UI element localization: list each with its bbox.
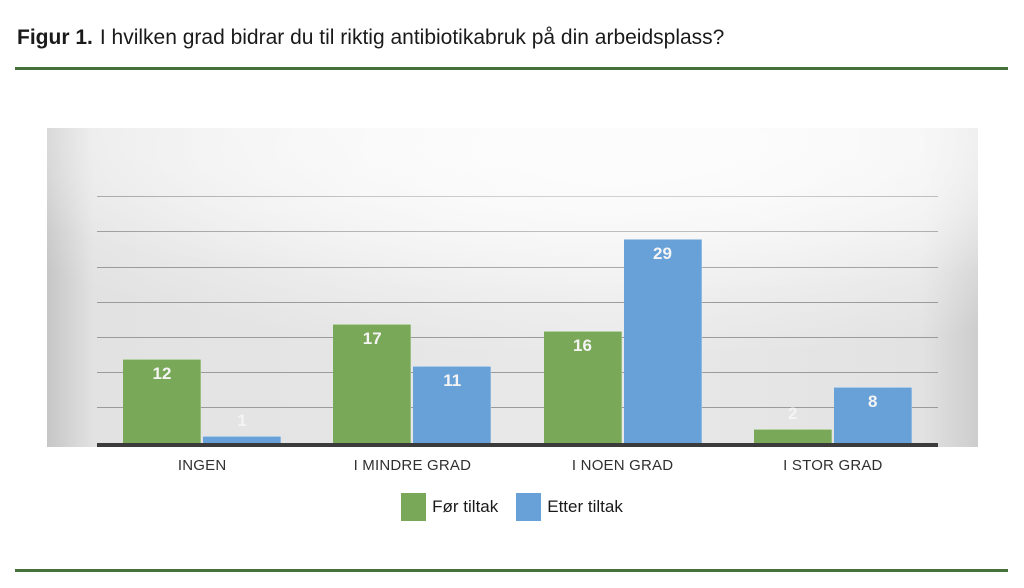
category-axis: INGEN I MINDRE GRAD I NOEN GRAD I STOR GRAD <box>97 457 938 474</box>
bar-value-f-r-tiltak-i-mindre-grad: 17 <box>362 328 382 348</box>
gridline-10 <box>97 371 938 373</box>
gridline-25 <box>97 266 938 268</box>
bar-value-etter-tiltak-i-noen-grad: 29 <box>653 244 672 264</box>
category-label-ingen: INGEN <box>177 457 227 474</box>
bar-value-etter-tiltak-i-stor-grad: 8 <box>868 391 878 411</box>
gridline-35 <box>97 196 938 198</box>
legend-swatch-f-r-tiltak <box>401 493 427 521</box>
gridline-15 <box>97 336 938 338</box>
plot-area: 12 1 17 11 16 29 2 8 <box>97 128 938 447</box>
gridline-20 <box>97 301 938 303</box>
bar-value-f-r-tiltak-ingen: 12 <box>152 363 172 383</box>
legend-item-etter-tiltak: Etter tiltak <box>516 493 623 521</box>
bar-value-f-r-tiltak-i-stor-grad: 2 <box>788 403 798 423</box>
bar-etter-tiltak-ingen <box>203 435 281 443</box>
figure-number: Figur 1. <box>17 26 93 49</box>
bar-f-r-tiltak-i-stor-grad <box>753 428 832 443</box>
category-label-i-stor-grad: I STOR GRAD <box>783 457 883 474</box>
category-label-i-mindre-grad: I MINDRE GRAD <box>353 457 472 474</box>
bar-value-etter-tiltak-ingen: 1 <box>237 410 247 430</box>
chart-area: 12 1 17 11 16 29 2 8 <box>47 128 978 447</box>
legend-swatch-etter-tiltak <box>516 493 542 521</box>
bottom-divider-rule <box>15 569 1008 572</box>
legend-label-f-r-tiltak: Før tiltak <box>432 497 499 516</box>
x-axis-line <box>97 443 938 447</box>
top-divider-rule <box>15 67 1008 70</box>
bar-value-f-r-tiltak-i-noen-grad: 16 <box>573 335 592 355</box>
legend-item-f-r-tiltak: Før tiltak <box>401 493 498 521</box>
legend: Før tiltak Etter tiltak <box>0 493 1024 521</box>
gridline-30 <box>97 231 938 233</box>
figure-title: Figur 1. I hvilken grad bidrar du til rik… <box>17 24 1007 52</box>
bar-value-etter-tiltak-i-mindre-grad: 11 <box>443 370 462 390</box>
legend-label-etter-tiltak: Etter tiltak <box>547 497 623 516</box>
bar-etter-tiltak-i-noen-grad <box>623 239 702 443</box>
category-label-i-noen-grad: I NOEN GRAD <box>571 457 674 474</box>
figure-question: I hvilken grad bidrar du til riktig anti… <box>99 26 725 49</box>
